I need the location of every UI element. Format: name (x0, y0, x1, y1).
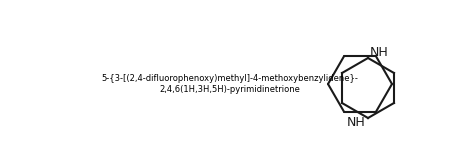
Text: 5-{3-[(2,4-difluorophenoxy)methyl]-4-methoxybenzylidene}-
2,4,6(1H,3H,5H)-pyrimi: 5-{3-[(2,4-difluorophenoxy)methyl]-4-met… (101, 74, 358, 94)
Text: NH: NH (369, 47, 388, 59)
Text: NH: NH (347, 116, 365, 130)
